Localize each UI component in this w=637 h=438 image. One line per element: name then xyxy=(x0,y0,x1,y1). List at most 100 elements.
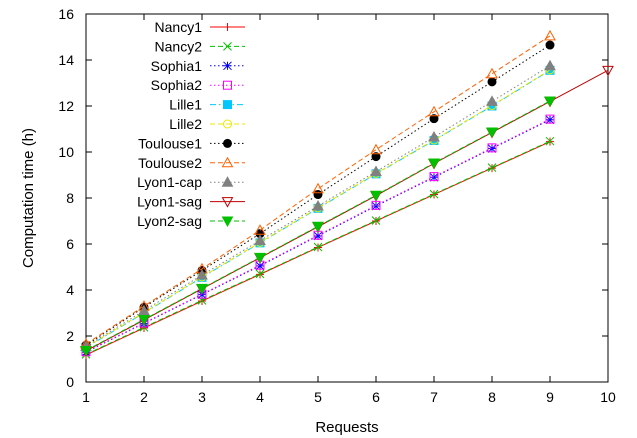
legend: Nancy1 Nancy2 Sophia1 Sophia2 Lille1 Lille2 To… xyxy=(137,19,245,229)
data-point xyxy=(544,29,556,41)
legend-label: Lyon1-sag xyxy=(137,194,202,210)
data-point xyxy=(487,163,497,172)
series-line xyxy=(85,35,551,345)
series-lines xyxy=(80,29,614,359)
data-point xyxy=(429,189,439,199)
legend-label: Nancy1 xyxy=(155,19,203,35)
x-tick-label: 9 xyxy=(546,389,554,405)
y-tick-label: 16 xyxy=(58,6,74,22)
legend-item: Lille2 xyxy=(169,116,245,132)
legend-item: Nancy2 xyxy=(155,38,245,54)
data-point xyxy=(545,115,555,125)
data-point xyxy=(312,221,324,233)
legend-item: Lille1 xyxy=(169,97,245,113)
data-point xyxy=(486,95,498,106)
data-point xyxy=(254,252,266,264)
data-point xyxy=(428,131,440,142)
data-point xyxy=(196,269,208,280)
data-point xyxy=(80,345,92,357)
data-point xyxy=(487,77,497,87)
y-tick-label: 6 xyxy=(66,236,74,252)
legend-marker xyxy=(223,61,232,71)
data-point xyxy=(545,114,555,124)
data-point xyxy=(371,201,381,211)
series-nancy1 xyxy=(82,137,554,359)
legend-marker xyxy=(221,197,234,208)
y-tick-label: 8 xyxy=(66,190,74,206)
series-line xyxy=(85,118,551,353)
legend-item: Lyon2-sag xyxy=(137,213,245,229)
data-point xyxy=(313,231,323,241)
data-point xyxy=(371,152,381,162)
data-point xyxy=(428,158,440,170)
data-point xyxy=(313,242,323,252)
x-tick-label: 7 xyxy=(430,389,438,405)
legend-label: Lyon1-cap xyxy=(137,174,202,190)
data-point xyxy=(312,200,324,211)
legend-marker xyxy=(223,138,232,148)
y-tick-label: 0 xyxy=(66,374,74,390)
data-point xyxy=(255,261,265,271)
x-tick-label: 2 xyxy=(140,389,148,405)
legend-label: Toulouse2 xyxy=(138,155,202,171)
data-point xyxy=(196,283,208,295)
data-point xyxy=(486,127,498,139)
data-point xyxy=(544,96,556,107)
legend-marker xyxy=(223,119,232,129)
series-lyon2-sag xyxy=(80,96,556,357)
data-point xyxy=(487,144,497,153)
data-point xyxy=(254,234,266,246)
y-tick-label: 14 xyxy=(58,52,74,68)
legend-item: Sophia2 xyxy=(151,77,245,93)
data-point xyxy=(371,216,381,225)
data-point xyxy=(254,224,266,235)
legend-marker xyxy=(221,156,234,168)
data-point xyxy=(487,143,497,153)
data-point xyxy=(370,165,382,177)
y-axis-title: Computation time (h) xyxy=(20,128,37,268)
x-tick-label: 1 xyxy=(82,389,90,405)
legend-label: Nancy2 xyxy=(155,38,203,54)
series-nancy2 xyxy=(81,136,555,359)
legend-label: Lille2 xyxy=(169,116,202,132)
legend-item: Nancy1 xyxy=(155,19,245,35)
data-point xyxy=(544,59,556,71)
y-tick-label: 4 xyxy=(66,282,74,298)
data-point xyxy=(428,105,440,117)
legend-marker xyxy=(223,42,232,51)
legend-item: Toulouse1 xyxy=(138,135,245,151)
series-line xyxy=(85,119,551,353)
x-tick-label: 5 xyxy=(314,389,322,405)
legend-marker xyxy=(223,100,232,110)
y-tick-label: 10 xyxy=(58,144,74,160)
legend-item: Lyon1-sag xyxy=(137,194,245,210)
legend-marker xyxy=(223,23,232,31)
legend-label: Lyon2-sag xyxy=(137,213,202,229)
data-point xyxy=(370,190,382,202)
data-point xyxy=(429,114,439,124)
legend-item: Sophia1 xyxy=(151,58,245,74)
y-tick-label: 2 xyxy=(66,328,74,344)
series-line xyxy=(85,69,551,348)
legend-item: Toulouse2 xyxy=(138,155,245,171)
data-point xyxy=(370,143,382,155)
legend-marker xyxy=(221,216,234,228)
x-tick-label: 6 xyxy=(372,389,380,405)
data-point xyxy=(313,190,323,200)
data-point xyxy=(138,304,150,316)
data-point xyxy=(255,269,265,279)
x-axis-title: Requests xyxy=(315,419,378,436)
legend-label: Sophia2 xyxy=(151,77,203,93)
data-point xyxy=(545,40,555,50)
legend-label: Sophia1 xyxy=(151,58,203,74)
data-point xyxy=(429,172,439,182)
data-point xyxy=(138,314,150,326)
legend-marker xyxy=(221,176,234,187)
data-point xyxy=(486,67,498,79)
data-point xyxy=(602,65,614,77)
legend-label: Toulouse1 xyxy=(138,135,202,151)
legend-marker xyxy=(223,80,232,90)
